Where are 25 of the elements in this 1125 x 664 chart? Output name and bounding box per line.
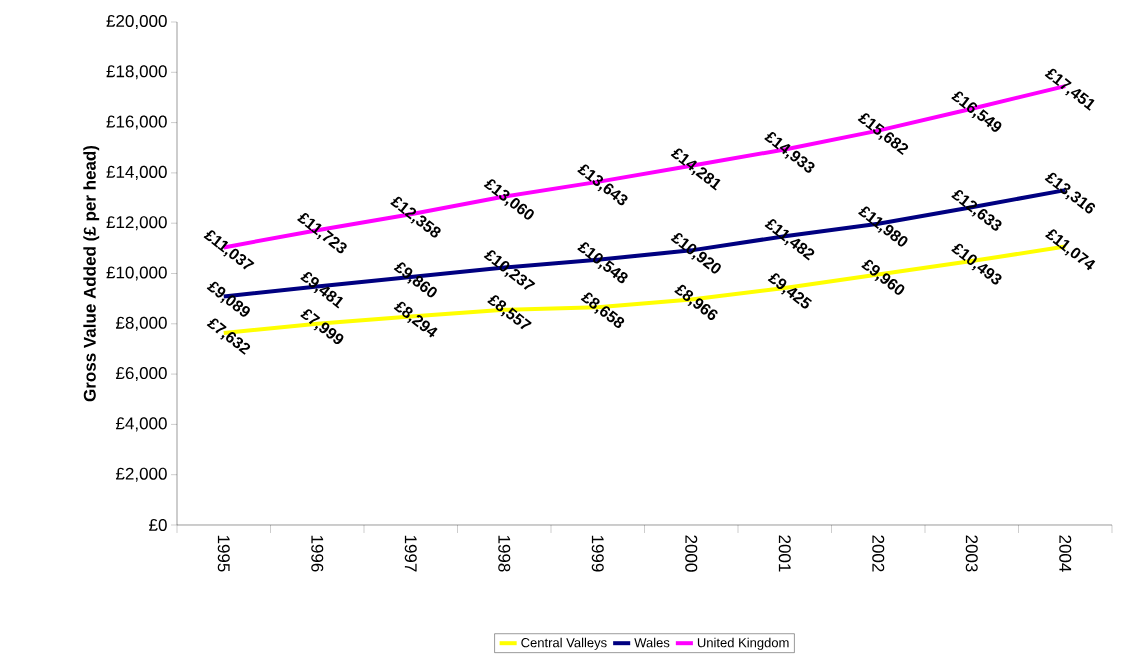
legend-label: Central Valleys (521, 637, 607, 650)
x-tick-label: 2004 (1059, 535, 1072, 572)
y-tick-label: £8,000 (115, 316, 167, 331)
x-tick-label: 2002 (872, 535, 885, 572)
x-tick-label: 1995 (217, 535, 230, 572)
y-tick-label: £14,000 (106, 165, 167, 180)
x-tick-label: 1999 (591, 535, 604, 572)
y-tick-label: £2,000 (115, 467, 167, 482)
legend-label: Wales (634, 637, 670, 648)
y-tick-label: £18,000 (106, 65, 167, 80)
x-tick-label: 1998 (498, 535, 511, 572)
y-tick-label: £16,000 (106, 115, 167, 130)
y-axis-title: Gross Value Added (£ per head) (83, 145, 100, 402)
y-tick-label: £0 (149, 518, 167, 532)
x-tick-label: 2003 (965, 535, 978, 572)
x-tick-label: 1996 (311, 535, 324, 572)
legend-label: United Kingdom (697, 637, 789, 650)
y-tick-label: £4,000 (115, 417, 167, 432)
y-tick-label: £20,000 (106, 14, 167, 30)
y-tick-label: £12,000 (106, 216, 167, 231)
x-tick-label: 2000 (685, 535, 698, 572)
y-tick-label: £10,000 (106, 266, 167, 281)
x-tick-label: 1997 (404, 535, 417, 572)
x-tick-label: 2001 (778, 535, 791, 572)
y-tick-label: £6,000 (115, 367, 167, 382)
